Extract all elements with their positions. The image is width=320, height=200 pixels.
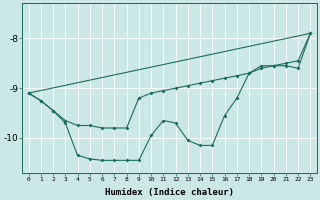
X-axis label: Humidex (Indice chaleur): Humidex (Indice chaleur) [105,188,234,197]
